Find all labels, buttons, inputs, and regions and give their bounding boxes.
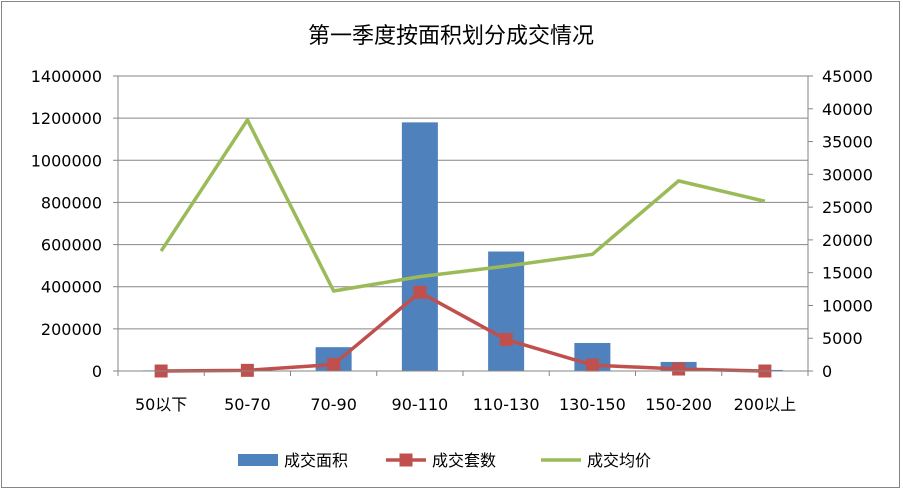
y-right-tick-label: 35000 — [822, 133, 873, 152]
y-right-tick-label: 40000 — [822, 100, 873, 119]
legend-marker — [399, 453, 413, 467]
x-tick-label: 90-110 — [392, 395, 449, 414]
line-marker-130-150 — [585, 358, 599, 372]
x-tick-label: 50以下 — [135, 395, 187, 414]
y-left-tick-label: 1000000 — [31, 151, 102, 170]
grid-lines — [118, 75, 808, 372]
y-right-tick-label: 0 — [822, 362, 832, 381]
legend: 成交面积 成交套数 成交均价 — [238, 451, 651, 470]
bar-110-130 — [488, 251, 525, 371]
y-left-tick-label: 800000 — [41, 193, 102, 212]
x-tick-label: 110-130 — [473, 395, 540, 414]
line-series-area — [154, 118, 772, 378]
y-left-tick-label: 1200000 — [31, 109, 102, 128]
y-left-tick-label: 0 — [92, 362, 102, 381]
y-right-tick-label: 20000 — [822, 231, 873, 250]
y-right-tick-label: 25000 — [822, 198, 873, 217]
y-left-tick-label: 200000 — [41, 320, 102, 339]
line-marker-50-70 — [240, 363, 254, 377]
legend-label: 成交套数 — [432, 451, 496, 470]
y-left-tick-label: 600000 — [41, 236, 102, 255]
line-marker-150-200 — [672, 362, 686, 376]
y-right-tick-label: 10000 — [822, 296, 873, 315]
y-left-tick-label: 1400000 — [31, 67, 102, 86]
line-marker-70-90 — [327, 357, 341, 371]
line-series — [159, 118, 766, 293]
legend-label: 成交均价 — [587, 451, 651, 470]
line-marker-110-130 — [499, 333, 513, 347]
y-right-tick-label: 15000 — [822, 264, 873, 283]
x-tick-label: 200以上 — [734, 395, 797, 414]
legend-swatch — [238, 454, 278, 466]
chart-title: 第一季度按面积划分成交情况 — [308, 24, 594, 49]
x-tick-label: 130-150 — [559, 395, 626, 414]
y-right-tick-label: 45000 — [822, 67, 873, 86]
axis-labels: 0200000400000600000800000100000012000001… — [31, 67, 873, 414]
legend-label: 成交面积 — [284, 451, 348, 470]
bar-series-area — [143, 122, 783, 371]
x-tick-label: 150-200 — [645, 395, 712, 414]
x-tick-label: 70-90 — [310, 395, 357, 414]
x-tick-label: 50-70 — [224, 395, 271, 414]
y-right-tick-label: 5000 — [822, 329, 863, 348]
line-marker-90-110 — [413, 285, 427, 299]
line-series — [161, 290, 765, 373]
y-left-tick-label: 400000 — [41, 278, 102, 297]
bar-90-110 — [401, 122, 438, 371]
y-right-tick-label: 30000 — [822, 165, 873, 184]
